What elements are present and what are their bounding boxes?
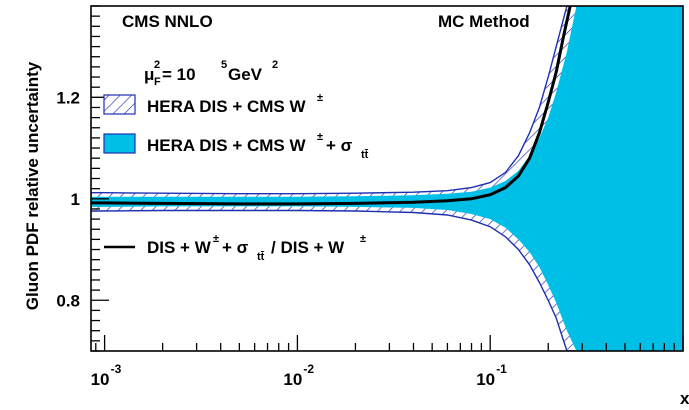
- legend-entry-filled: HERA DIS + CMS W ± + σ tt̄: [104, 131, 369, 161]
- svg-text:±: ±: [213, 233, 219, 245]
- y-axis-ticks: 0.8 1 1.2: [56, 6, 109, 351]
- svg-text:/ DIS + W: / DIS + W: [271, 238, 345, 257]
- scale-annotation: μ 2 F = 10 5 GeV 2: [144, 59, 278, 88]
- filled-uncertainty-band: [91, 6, 683, 351]
- svg-text:F: F: [154, 76, 161, 88]
- y-axis-title: Gluon PDF relative uncertainty: [23, 61, 42, 310]
- x-tick-label: 10: [476, 370, 495, 389]
- legend: HERA DIS + CMS W ± HERA DIS + CMS W ± + …: [104, 92, 369, 263]
- x-axis-title: x: [680, 389, 689, 408]
- legend-entry-hatched: HERA DIS + CMS W ±: [104, 92, 323, 116]
- legend-label-hatched: HERA DIS + CMS W: [147, 97, 306, 116]
- svg-text:+ σ: + σ: [326, 136, 353, 155]
- x-tick-label: 10: [91, 370, 110, 389]
- plot-area: [91, 6, 683, 351]
- x-tick-exponent: -3: [111, 362, 122, 376]
- legend-label-filled: HERA DIS + CMS W: [147, 136, 306, 155]
- y-tick-label: 1.2: [56, 88, 80, 107]
- y-tick-label: 1: [71, 190, 80, 209]
- svg-text:2: 2: [154, 59, 160, 71]
- svg-text:μ: μ: [144, 65, 154, 84]
- svg-text:tt̄: tt̄: [257, 251, 265, 263]
- legend-label-line: DIS + W: [147, 238, 212, 257]
- svg-text:±: ±: [317, 131, 323, 143]
- svg-text:2: 2: [272, 59, 278, 71]
- svg-text:+ σ: + σ: [222, 238, 249, 257]
- x-tick-label: 10: [283, 370, 302, 389]
- x-tick-exponent: -2: [303, 362, 314, 376]
- legend-swatch-hatched: [104, 95, 135, 114]
- svg-text:GeV: GeV: [228, 65, 263, 84]
- legend-entry-line: DIS + W ± + σ tt̄ / DIS + W ±: [104, 233, 366, 263]
- svg-text:5: 5: [221, 59, 227, 71]
- svg-text:±: ±: [360, 233, 366, 245]
- y-tick-label: 0.8: [56, 291, 80, 310]
- label-cms-nnlo: CMS NNLO: [122, 12, 213, 31]
- svg-text:tt̄: tt̄: [361, 149, 369, 161]
- svg-text:= 10: = 10: [162, 65, 196, 84]
- label-mc-method: MC Method: [438, 12, 530, 31]
- svg-text:±: ±: [317, 92, 323, 104]
- legend-swatch-filled: [104, 134, 135, 153]
- x-tick-exponent: -1: [496, 362, 507, 376]
